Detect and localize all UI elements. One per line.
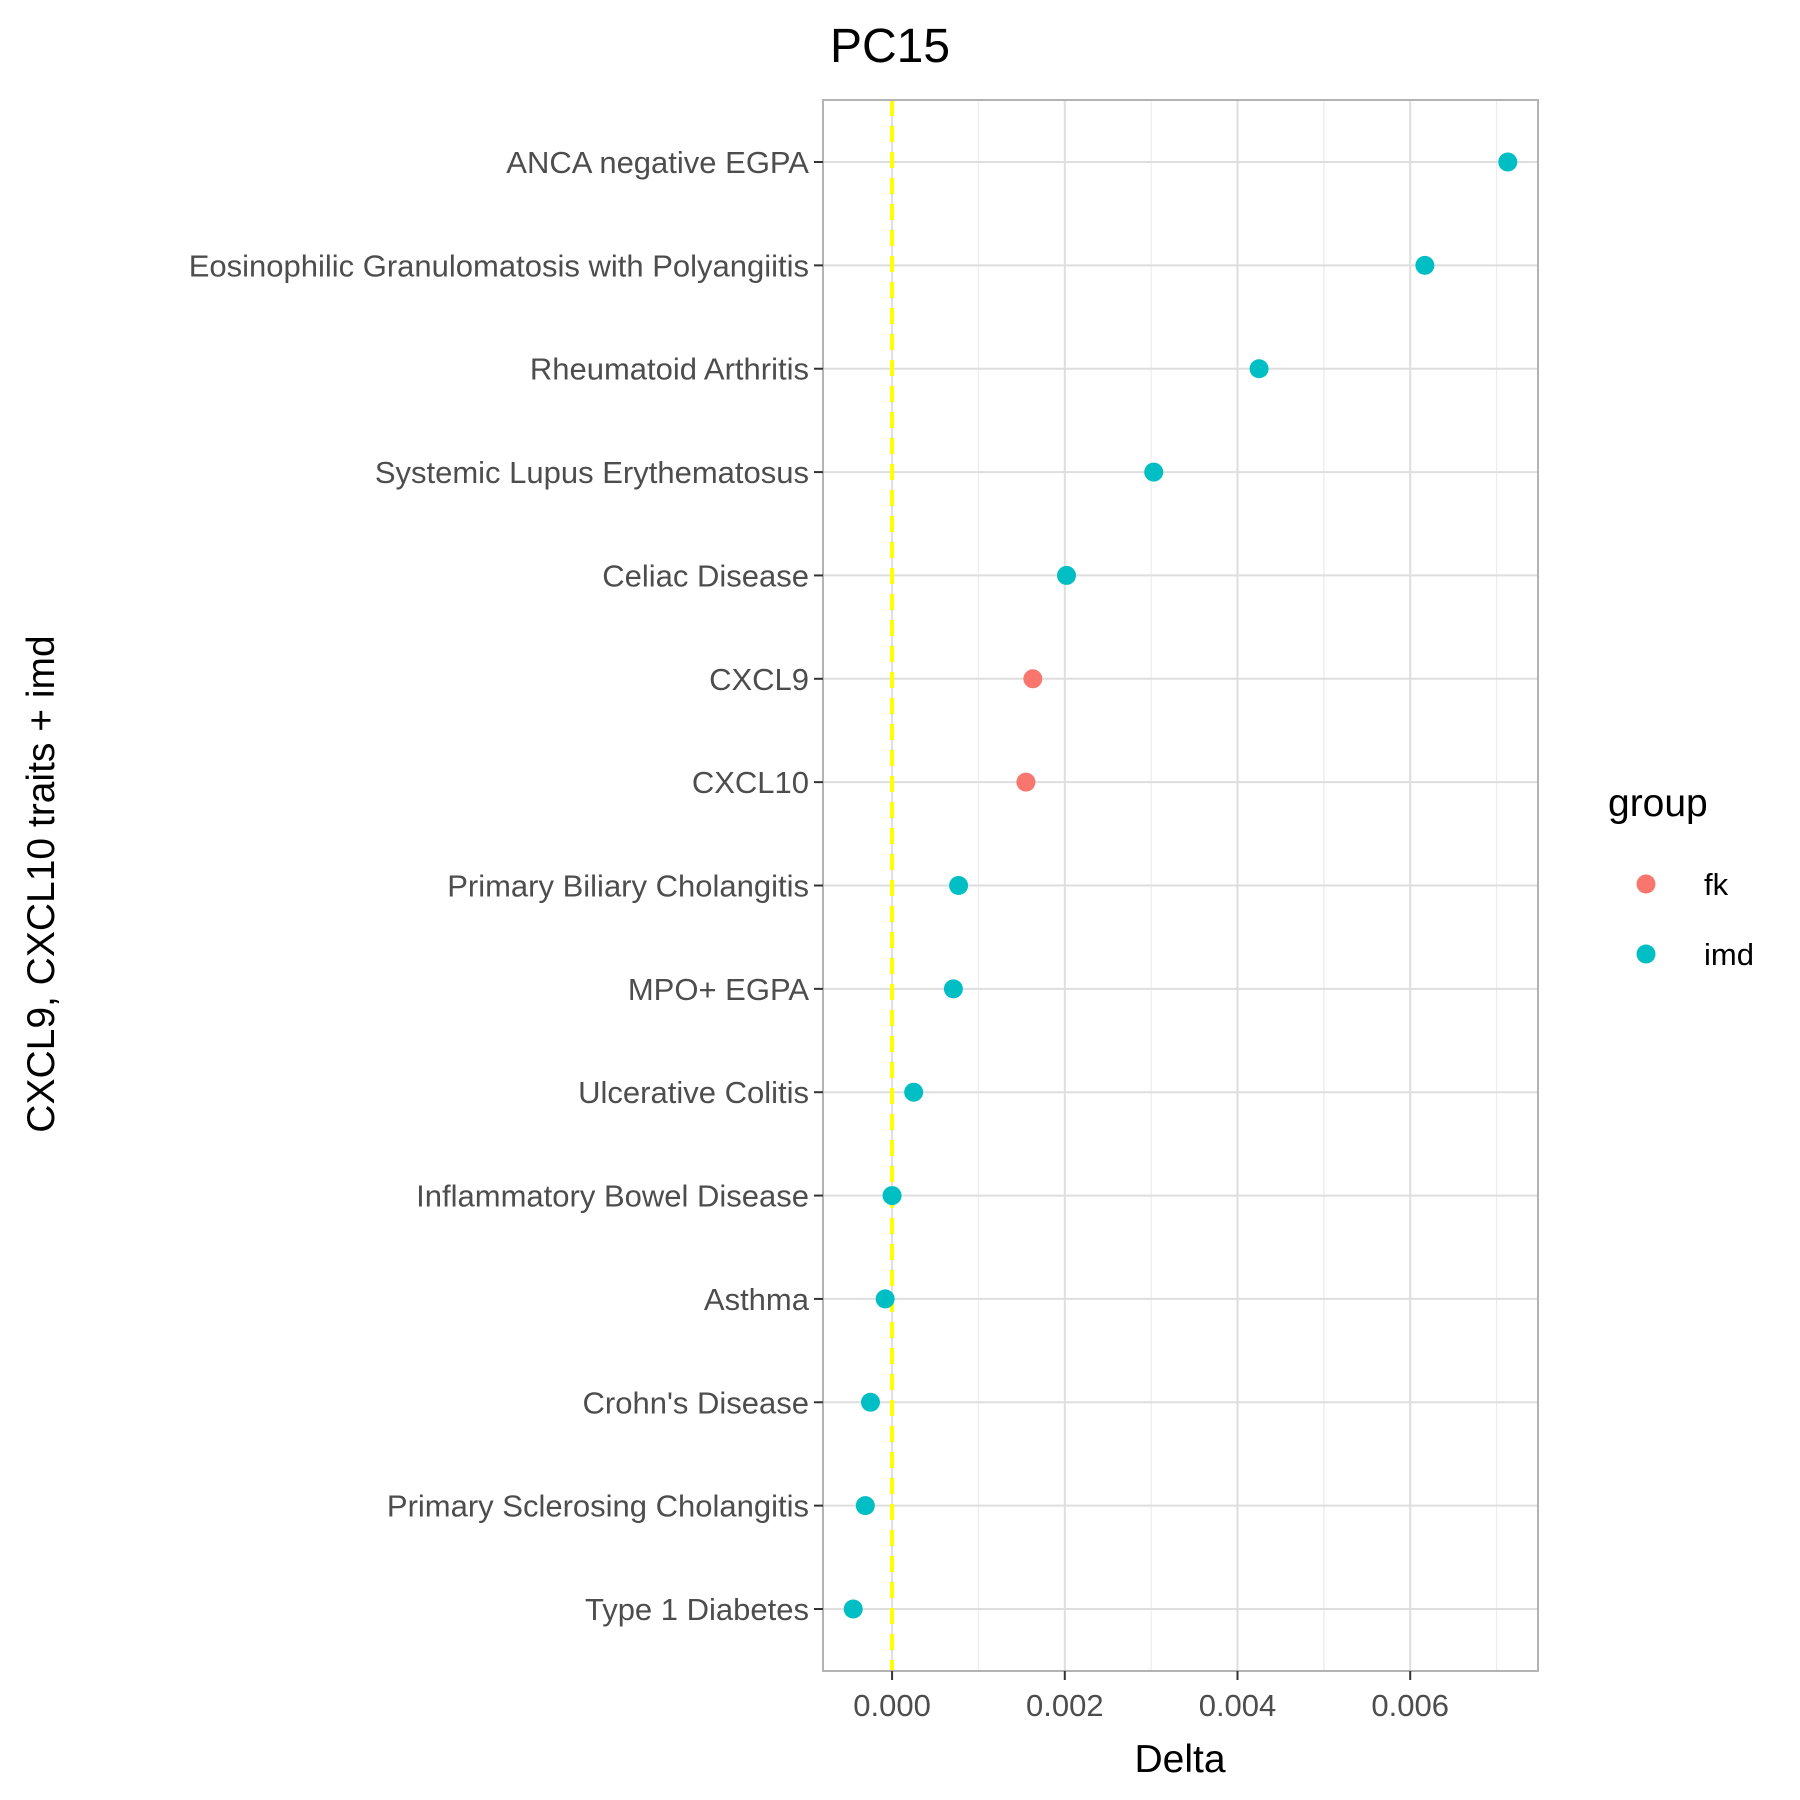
y-tick-label: Ulcerative Colitis [578,1075,809,1110]
major-gridlines [823,100,1538,1671]
y-tick-label: Crohn's Disease [583,1385,809,1420]
legend-key-imd [1636,944,1656,964]
y-tick-label: Celiac Disease [602,558,809,593]
point-imd [860,1392,880,1412]
point-imd [843,1599,863,1619]
point-imd [1144,462,1164,482]
point-imd [875,1289,895,1309]
y-tick-label: Primary Biliary Cholangitis [447,869,809,904]
legend-label: fk [1704,867,1729,902]
point-imd [949,876,969,895]
point-fk [1016,772,1036,792]
legend: group fk imd [1608,782,1754,972]
legend-entries: fk imd [1636,867,1754,972]
x-tick-label: 0.000 [853,1688,931,1723]
y-tick-label: Systemic Lupus Erythematosus [375,455,809,490]
y-tick-label: Asthma [704,1282,810,1317]
y-tick-label: Inflammatory Bowel Disease [416,1179,809,1214]
chart-title: PC15 [830,20,950,73]
point-imd [904,1082,924,1102]
y-tick-label: Rheumatoid Arthritis [530,352,809,387]
point-imd [1415,255,1435,275]
plot-panel [822,99,1539,1672]
legend-label: imd [1704,937,1754,972]
y-tick-label: CXCL10 [692,765,809,800]
point-imd [1498,152,1518,172]
point-imd [943,979,963,999]
legend-title: group [1608,782,1708,825]
x-tick-label: 0.004 [1199,1688,1277,1723]
x-axis-title: Delta [1134,1738,1225,1781]
point-imd [855,1496,875,1516]
x-tick-label: 0.002 [1026,1688,1104,1723]
point-fk [1023,669,1043,689]
x-axis: 0.000 0.002 0.004 0.006 [853,1671,1449,1723]
point-imd [1057,565,1077,585]
legend-key-fk [1636,874,1656,894]
y-tick-label: MPO+ EGPA [628,972,809,1007]
x-tick-label: 0.006 [1371,1688,1449,1723]
y-tick-label: CXCL9 [709,662,809,697]
y-axis: ANCA negative EGPA Eosinophilic Granuloma… [189,145,823,1627]
data-points [843,152,1518,1619]
point-imd [1249,359,1269,379]
y-tick-label: Primary Sclerosing Cholangitis [387,1489,809,1524]
y-axis-title: CXCL9, CXCL10 traits + imd [20,635,63,1132]
y-tick-label: ANCA negative EGPA [506,145,809,180]
y-tick-label: Eosinophilic Granulomatosis with Polyang… [189,248,809,283]
point-imd [882,1186,902,1206]
y-tick-label: Type 1 Diabetes [585,1592,809,1627]
